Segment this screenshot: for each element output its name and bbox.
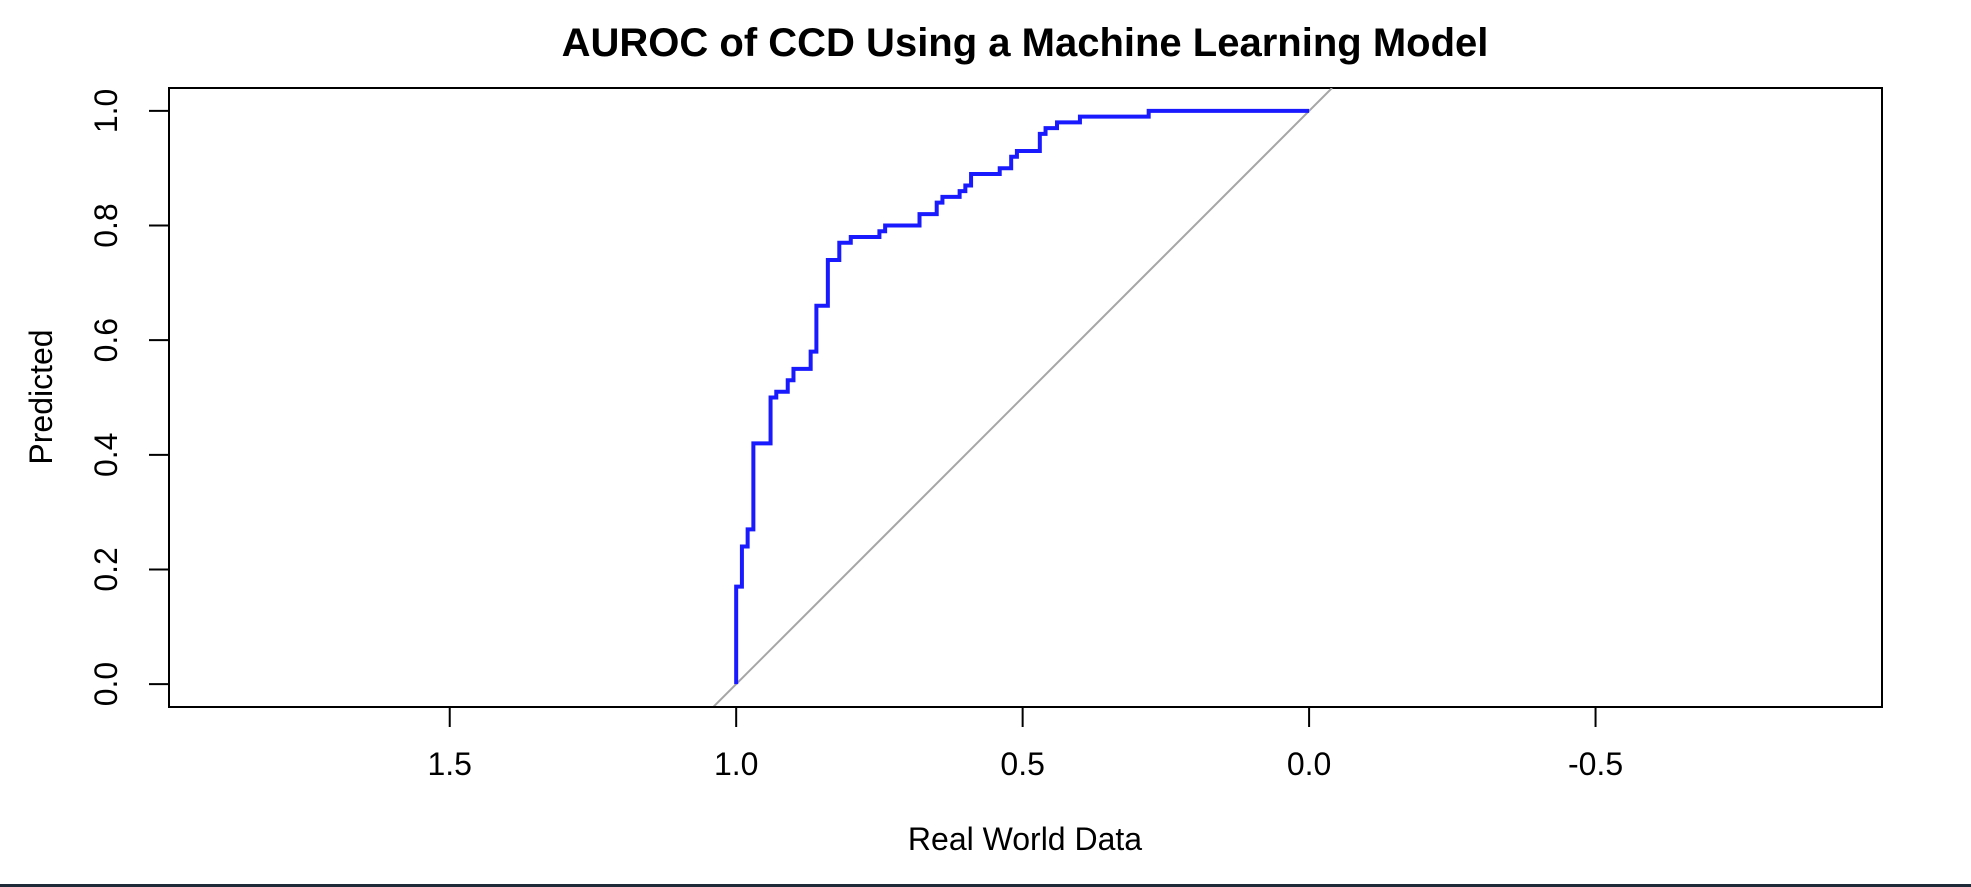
y-tick-label: 0.2 [88,547,124,591]
y-tick-label: 0.6 [88,318,124,362]
x-tick-label: 1.0 [714,746,758,782]
window-bottom-border [0,884,1971,887]
x-tick-label: -0.5 [1568,746,1623,782]
reference-diagonal-line [712,88,1333,707]
x-tick-label: 1.5 [427,746,471,782]
x-tick-label: 0.5 [1000,746,1044,782]
y-axis-label: Predicted [23,329,59,464]
plot-layer [712,88,1333,707]
roc-curve-line [734,108,1310,685]
y-tick-label: 0.0 [88,662,124,706]
chart-title: AUROC of CCD Using a Machine Learning Mo… [562,21,1489,65]
plot-frame [168,87,1883,708]
x-axis-label: Real World Data [908,821,1142,857]
y-axis: 0.0 0.2 0.4 0.6 0.8 1.0 [88,89,170,706]
x-axis: 1.5 1.0 0.5 0.0 -0.5 [427,706,1623,782]
y-tick-label: 0.8 [88,203,124,247]
x-tick-label: 0.0 [1287,746,1331,782]
y-tick-label: 0.4 [88,433,124,477]
y-tick-label: 1.0 [88,89,124,133]
